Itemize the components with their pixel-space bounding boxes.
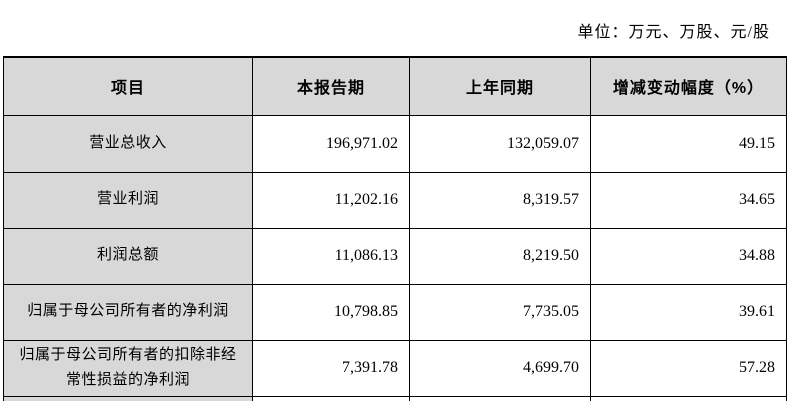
financial-summary-table: 项目 本报告期 上年同期 增减变动幅度（%） 营业总收入 196,971.02 … — [3, 56, 787, 401]
row-prior-value: 8,319.57 — [409, 171, 591, 229]
row-item-label: 营业总收入 — [3, 114, 253, 173]
table-row-operating-profit: 营业利润 11,202.16 8,319.57 34.65 — [3, 171, 787, 229]
header-prior-period: 上年同期 — [409, 56, 591, 116]
row-current-value: 11,202.16 — [252, 171, 410, 229]
row-change-value: 57.28 — [590, 339, 787, 397]
row-change-value — [590, 395, 787, 401]
row-change-value: 39.61 — [590, 283, 787, 341]
row-item-label: 利润总额 — [3, 227, 253, 285]
row-prior-value: 132,059.07 — [409, 114, 591, 173]
table-header-row: 项目 本报告期 上年同期 增减变动幅度（%） — [3, 56, 787, 116]
row-current-value: 196,971.02 — [252, 114, 410, 173]
table-row-net-profit-excl-nonrecurring: 归属于母公司所有者的扣除非经常性损益的净利润 7,391.78 4,699.70… — [3, 339, 787, 397]
table-row-partial-clipped — [3, 395, 787, 401]
row-change-value: 34.88 — [590, 227, 787, 285]
row-item-label: 归属于母公司所有者的扣除非经常性损益的净利润 — [3, 339, 253, 397]
unit-note: 单位：万元、万股、元/股 — [577, 24, 770, 41]
row-item-label: 归属于母公司所有者的净利润 — [3, 283, 253, 341]
table-row-net-profit-parent: 归属于母公司所有者的净利润 10,798.85 7,735.05 39.61 — [3, 283, 787, 341]
row-prior-value: 4,699.70 — [409, 339, 591, 397]
row-prior-value: 7,735.05 — [409, 283, 591, 341]
row-item-label: 营业利润 — [3, 171, 253, 229]
row-change-value: 34.65 — [590, 171, 787, 229]
header-item: 项目 — [3, 56, 253, 116]
row-prior-value: 8,219.50 — [409, 227, 591, 285]
row-current-value: 7,391.78 — [252, 339, 410, 397]
row-change-value: 49.15 — [590, 114, 787, 173]
row-current-value: 11,086.13 — [252, 227, 410, 285]
table-row-total-revenue: 营业总收入 196,971.02 132,059.07 49.15 — [3, 114, 787, 173]
header-current-period: 本报告期 — [252, 56, 410, 116]
row-current-value — [252, 395, 410, 401]
header-change-percent: 增减变动幅度（%） — [590, 56, 787, 116]
row-item-label — [3, 395, 253, 401]
table-row-total-profit: 利润总额 11,086.13 8,219.50 34.88 — [3, 227, 787, 285]
row-current-value: 10,798.85 — [252, 283, 410, 341]
row-prior-value — [409, 395, 591, 401]
